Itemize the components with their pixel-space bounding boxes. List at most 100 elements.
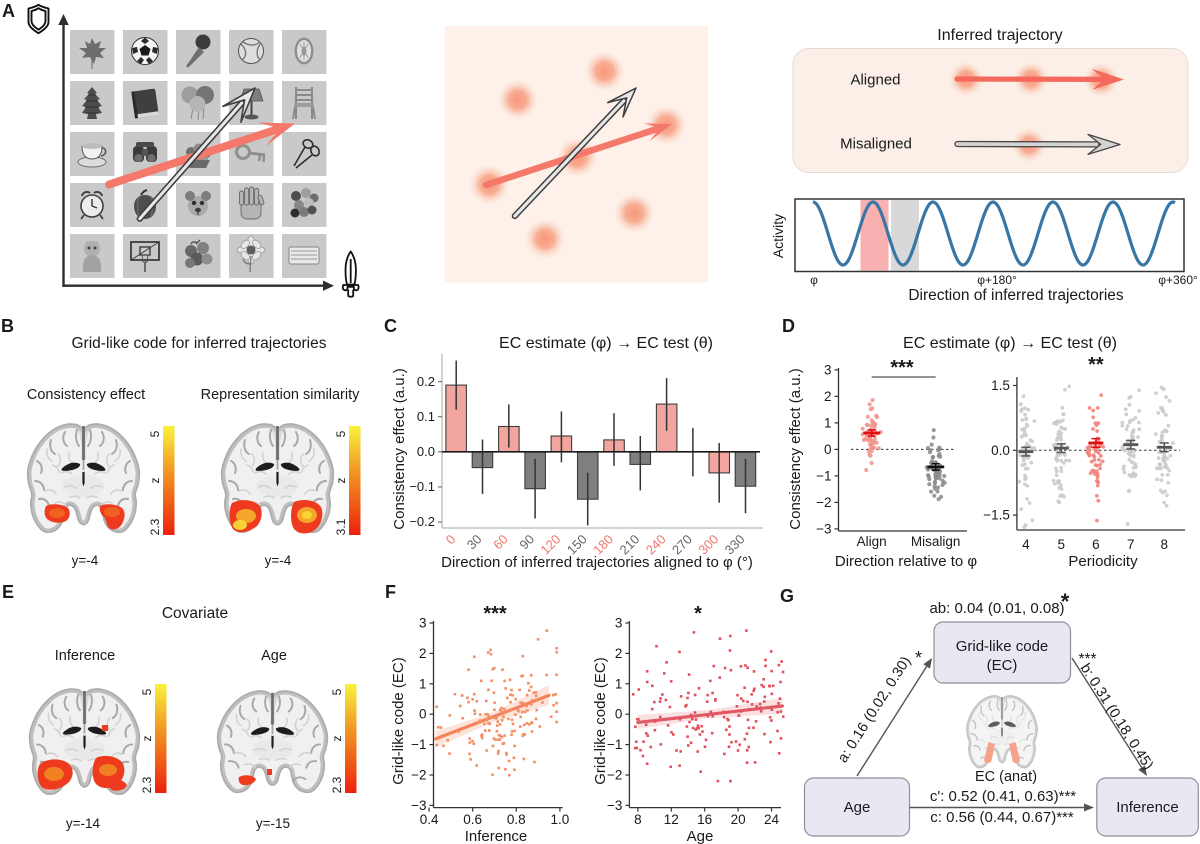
svg-text:1: 1 — [615, 676, 623, 691]
svg-text:y=-4: y=-4 — [265, 553, 292, 568]
svg-text:***: *** — [1078, 651, 1096, 668]
svg-text:Aligned: Aligned — [850, 72, 900, 89]
svg-text:2.3: 2.3 — [148, 518, 162, 535]
svg-text:3.1: 3.1 — [334, 518, 348, 535]
svg-text:(EC): (EC) — [987, 657, 1018, 674]
svg-text:φ+180°: φ+180° — [977, 273, 1017, 287]
svg-text:0: 0 — [615, 707, 623, 722]
svg-text:Grid-like code: Grid-like code — [956, 638, 1049, 655]
svg-text:Inference: Inference — [55, 648, 115, 664]
svg-text:Misaligned: Misaligned — [840, 136, 912, 153]
svg-text:*: * — [694, 603, 702, 625]
svg-text:−1: −1 — [411, 737, 426, 752]
svg-text:2: 2 — [615, 646, 623, 661]
svg-text:−2: −2 — [816, 495, 831, 510]
svg-text:Age: Age — [687, 828, 714, 844]
svg-text:−3: −3 — [607, 798, 622, 813]
svg-text:Direction of inferred trajecto: Direction of inferred trajectories — [908, 287, 1124, 304]
svg-text:−3: −3 — [411, 798, 426, 813]
svg-text:5: 5 — [1058, 537, 1066, 552]
svg-text:B: B — [1, 316, 14, 336]
svg-text:5: 5 — [140, 688, 154, 695]
svg-text:1.5: 1.5 — [991, 378, 1010, 393]
svg-text:0: 0 — [824, 442, 832, 457]
svg-text:0: 0 — [419, 707, 427, 722]
svg-text:−0.2: −0.2 — [409, 514, 435, 529]
svg-text:3: 3 — [824, 362, 832, 377]
svg-text:0.8: 0.8 — [507, 812, 526, 827]
svg-text:5: 5 — [334, 430, 348, 437]
svg-text:C: C — [384, 316, 397, 336]
svg-text:z: z — [334, 478, 348, 484]
svg-text:20: 20 — [731, 812, 746, 827]
svg-text:2.3: 2.3 — [330, 776, 344, 793]
svg-text:z: z — [140, 736, 154, 742]
svg-text:y=-15: y=-15 — [256, 816, 290, 831]
svg-text:2.3: 2.3 — [140, 776, 154, 793]
svg-text:Consistency effect (a.u.): Consistency effect (a.u.) — [787, 368, 804, 529]
svg-text:***: *** — [890, 357, 914, 379]
svg-text:G: G — [780, 586, 794, 606]
svg-text:1.0: 1.0 — [551, 812, 570, 827]
svg-text:0.0: 0.0 — [991, 443, 1010, 458]
svg-text:Representation similarity: Representation similarity — [201, 387, 361, 403]
svg-text:8: 8 — [1161, 537, 1169, 552]
svg-text:2: 2 — [824, 389, 832, 404]
svg-text:−2: −2 — [607, 768, 622, 783]
svg-text:Grid-like code for inferred tr: Grid-like code for inferred trajectories — [72, 335, 327, 352]
svg-text:Misalign: Misalign — [911, 534, 961, 549]
svg-text:1: 1 — [824, 415, 832, 430]
svg-text:ab: 0.04 (0.01, 0.08): ab: 0.04 (0.01, 0.08) — [929, 600, 1064, 617]
svg-text:12: 12 — [664, 812, 679, 827]
svg-text:−1.5: −1.5 — [983, 508, 1010, 523]
svg-text:0.1: 0.1 — [417, 409, 435, 424]
svg-text:3: 3 — [615, 616, 623, 631]
svg-text:*: * — [1061, 589, 1070, 614]
svg-text:F: F — [385, 582, 396, 602]
svg-text:***: *** — [483, 603, 507, 625]
svg-text:z: z — [330, 736, 344, 742]
svg-text:0.6: 0.6 — [463, 812, 482, 827]
svg-text:Direction relative to φ: Direction relative to φ — [835, 553, 978, 570]
svg-text:1: 1 — [419, 676, 427, 691]
svg-text:Direction of inferred trajecto: Direction of inferred trajectories align… — [441, 554, 753, 571]
svg-text:c: 0.56 (0.44, 0.67)***: c: 0.56 (0.44, 0.67)*** — [930, 809, 1074, 826]
svg-text:Inference: Inference — [1116, 799, 1179, 816]
svg-text:Consistency effect: Consistency effect — [27, 387, 145, 403]
svg-text:A: A — [2, 1, 15, 21]
svg-text:y=-4: y=-4 — [72, 553, 99, 568]
svg-text:y=-14: y=-14 — [66, 816, 101, 831]
svg-text:0.2: 0.2 — [417, 374, 435, 389]
svg-text:Grid-like code (EC): Grid-like code (EC) — [390, 657, 407, 785]
svg-text:φ+360°: φ+360° — [1158, 273, 1198, 287]
svg-text:5: 5 — [148, 430, 162, 437]
svg-text:16: 16 — [697, 812, 712, 827]
svg-text:−2: −2 — [411, 768, 426, 783]
svg-text:−0.1: −0.1 — [409, 479, 435, 494]
svg-text:6: 6 — [1092, 537, 1100, 552]
svg-text:2: 2 — [419, 646, 427, 661]
svg-text:D: D — [782, 316, 795, 336]
svg-text:Age: Age — [844, 799, 871, 816]
svg-text:5: 5 — [330, 688, 344, 695]
svg-text:24: 24 — [764, 812, 780, 827]
svg-text:8: 8 — [634, 812, 642, 827]
svg-text:**: ** — [1088, 354, 1104, 376]
svg-text:EC (anat): EC (anat) — [975, 769, 1037, 785]
svg-text:3: 3 — [419, 616, 427, 631]
svg-text:E: E — [2, 582, 14, 602]
svg-text:Align: Align — [857, 534, 887, 549]
svg-text:Periodicity: Periodicity — [1068, 553, 1138, 570]
svg-text:Age: Age — [261, 648, 287, 664]
svg-text:0.0: 0.0 — [417, 444, 435, 459]
svg-text:4: 4 — [1022, 537, 1030, 552]
svg-text:φ: φ — [810, 273, 818, 287]
svg-text:−1: −1 — [607, 737, 622, 752]
svg-text:−3: −3 — [816, 521, 831, 536]
svg-text:Grid-like code (EC): Grid-like code (EC) — [592, 657, 609, 785]
svg-text:7: 7 — [1127, 537, 1135, 552]
svg-text:Inference: Inference — [465, 828, 528, 844]
svg-text:Covariate: Covariate — [162, 605, 228, 622]
svg-text:Inferred trajectory: Inferred trajectory — [937, 27, 1062, 44]
svg-text:EC estimate (φ) → EC test (θ): EC estimate (φ) → EC test (θ) — [903, 335, 1117, 352]
